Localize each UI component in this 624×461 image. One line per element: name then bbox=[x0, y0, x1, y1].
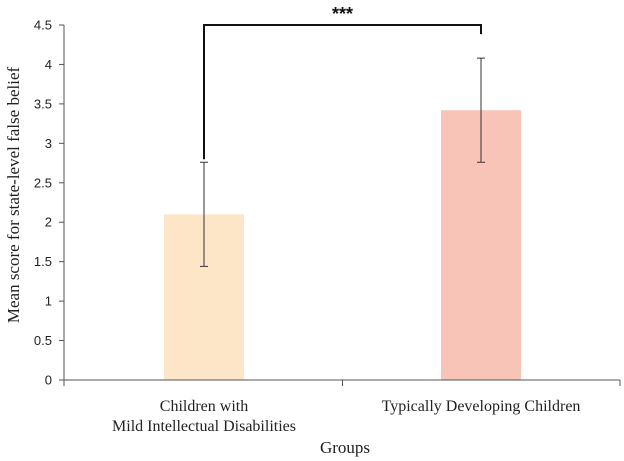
x-tick-label: Children with bbox=[160, 398, 248, 415]
y-tick-label: 4.5 bbox=[34, 18, 52, 33]
x-axis-category-labels: Children with Mild Intellectual Disabilit… bbox=[112, 398, 580, 435]
y-tick-label: 0.5 bbox=[34, 333, 52, 348]
y-tick-label: 4 bbox=[45, 57, 52, 72]
y-tick-label: 2.5 bbox=[34, 175, 52, 190]
axes bbox=[63, 25, 621, 386]
significance-bracket: *** bbox=[203, 4, 482, 160]
x-tick-label: Typically Developing Children bbox=[382, 398, 581, 415]
significance-stars: *** bbox=[332, 4, 353, 24]
bars bbox=[164, 110, 521, 380]
significance-line bbox=[203, 24, 482, 160]
x-tick-label: Mild Intellectual Disabilities bbox=[112, 418, 296, 435]
y-axis-title: Mean score for state-level false belief bbox=[4, 67, 23, 324]
y-tick-label: 0 bbox=[45, 373, 52, 388]
y-tick-label: 3 bbox=[45, 136, 52, 151]
y-axis-ticks: 0 0.5 1 1.5 2 2.5 3 3.5 4 4.5 bbox=[34, 18, 64, 388]
y-tick-label: 2 bbox=[45, 215, 52, 230]
y-tick-label: 1.5 bbox=[34, 254, 52, 269]
error-bars bbox=[200, 57, 485, 267]
x-axis-title: Groups bbox=[320, 438, 370, 457]
y-tick-label: 1 bbox=[45, 294, 52, 309]
y-tick-label: 3.5 bbox=[34, 96, 52, 111]
